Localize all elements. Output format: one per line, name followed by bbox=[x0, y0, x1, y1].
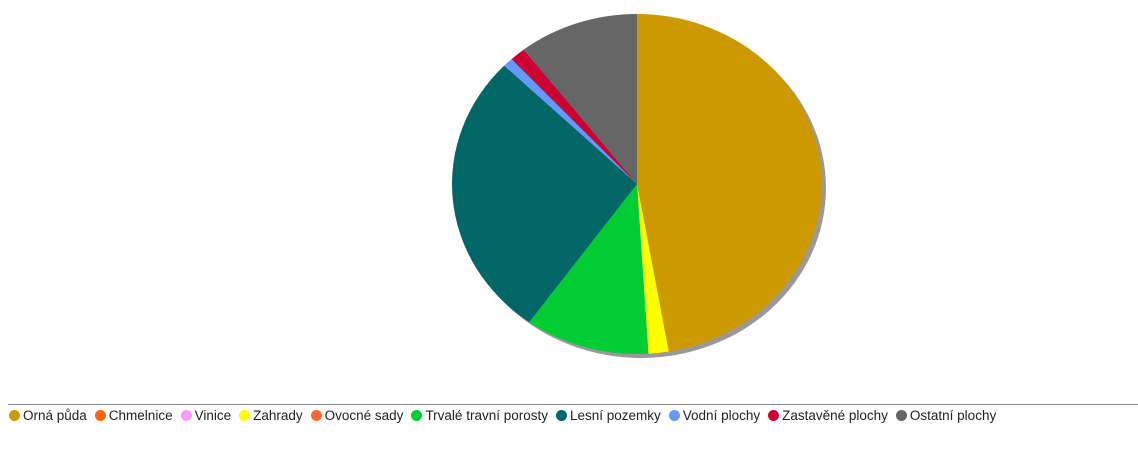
pie-slice-orna-puda[interactable] bbox=[637, 13, 823, 352]
pie-slices bbox=[451, 13, 823, 355]
legend-label: Zahrady bbox=[253, 408, 303, 423]
legend-swatch bbox=[310, 410, 322, 421]
legend-label: Zastavěné plochy bbox=[782, 408, 888, 423]
legend-swatch bbox=[411, 410, 423, 421]
legend-swatch bbox=[239, 410, 251, 421]
legend-item-trvale-travni-porosty[interactable]: Trvalé travní porosty bbox=[411, 406, 548, 425]
legend-swatch bbox=[895, 410, 907, 421]
legend-swatch bbox=[555, 410, 567, 421]
legend-item-lesni-pozemky[interactable]: Lesní pozemky bbox=[555, 406, 661, 425]
legend-label: Trvalé travní porosty bbox=[425, 408, 548, 423]
legend-swatch bbox=[768, 410, 780, 421]
pie-chart bbox=[451, 13, 826, 358]
legend-swatch bbox=[9, 410, 20, 421]
legend-label: Ovocné sady bbox=[324, 408, 404, 423]
pie-slice-zastavene-plochy[interactable] bbox=[511, 49, 637, 184]
legend-item-ostatni-plochy[interactable]: Ostatní plochy bbox=[895, 406, 997, 425]
legend-item-zahrady[interactable]: Zahrady bbox=[239, 406, 303, 425]
legend-item-vodni-plochy[interactable]: Vodní plochy bbox=[668, 406, 761, 425]
legend-label: Vodní plochy bbox=[682, 408, 761, 423]
legend-item-chmelnice[interactable]: Chmelnice bbox=[94, 406, 173, 425]
legend-label: Lesní pozemky bbox=[569, 408, 661, 423]
legend-label: Orná půda bbox=[23, 408, 87, 423]
legend-label: Vinice bbox=[194, 408, 232, 423]
pie-slice-trvale-travni-porosty[interactable] bbox=[529, 184, 649, 355]
legend-item-vinice[interactable]: Vinice bbox=[180, 406, 232, 425]
legend-divider bbox=[8, 404, 1138, 405]
pie-slice-ostatni-plochy[interactable] bbox=[523, 14, 637, 184]
legend-item-ovocne-sady[interactable]: Ovocné sady bbox=[310, 406, 404, 425]
legend-swatch bbox=[180, 410, 192, 421]
legend-item-zastavene-plochy[interactable]: Zastavěné plochy bbox=[768, 406, 888, 425]
legend-label: Chmelnice bbox=[108, 408, 173, 423]
legend-swatch bbox=[94, 410, 106, 421]
pie-slice-zahrady[interactable] bbox=[637, 184, 669, 354]
chart-legend: Orná půda Chmelnice Vinice Zahrady Ovocné sa… bbox=[9, 406, 1138, 425]
pie-slice-lesni-pozemky[interactable] bbox=[451, 65, 637, 323]
pie-slice-vodni-plochy[interactable] bbox=[504, 59, 637, 184]
legend-swatch bbox=[668, 410, 680, 421]
legend-item-orna-puda[interactable]: Orná půda bbox=[9, 406, 87, 425]
legend-label: Ostatní plochy bbox=[909, 408, 997, 423]
